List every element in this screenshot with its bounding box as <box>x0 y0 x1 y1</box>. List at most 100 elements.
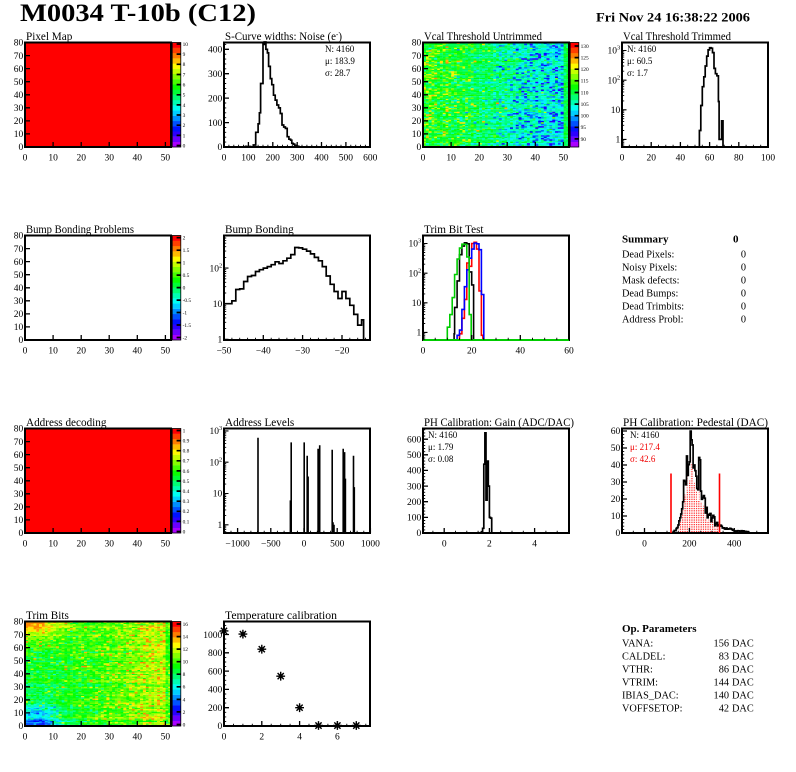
svg-text:12: 12 <box>183 647 189 653</box>
svg-text:70: 70 <box>14 52 24 62</box>
svg-text:0: 0 <box>217 143 222 153</box>
svg-text:50: 50 <box>611 444 621 454</box>
svg-text:CALDEL:: CALDEL: <box>622 652 666 663</box>
svg-text:50: 50 <box>161 733 171 743</box>
svg-text:Vcal Threshold Untrimmed: Vcal Threshold Untrimmed <box>424 31 542 43</box>
svg-text:10: 10 <box>183 660 189 666</box>
svg-text:0.9: 0.9 <box>183 439 190 445</box>
svg-text:10: 10 <box>14 323 24 333</box>
svg-text:1: 1 <box>416 329 421 339</box>
svg-text:Dead Trimbits:: Dead Trimbits: <box>622 302 684 313</box>
svg-text:60: 60 <box>14 644 24 654</box>
svg-text:9: 9 <box>183 52 186 58</box>
svg-text:Summary: Summary <box>622 233 669 245</box>
svg-text:1000: 1000 <box>361 540 380 550</box>
svg-text:2: 2 <box>183 236 186 242</box>
svg-text:20: 20 <box>14 696 24 706</box>
svg-text:50: 50 <box>412 78 422 88</box>
svg-text:20: 20 <box>14 117 24 127</box>
svg-text:0: 0 <box>741 276 746 287</box>
svg-text:70: 70 <box>412 52 422 62</box>
svg-text:20: 20 <box>76 540 86 550</box>
svg-text:50: 50 <box>161 540 171 550</box>
svg-text:0: 0 <box>18 529 23 539</box>
svg-text:0: 0 <box>217 722 222 732</box>
svg-text:4: 4 <box>183 697 186 703</box>
svg-text:20: 20 <box>14 503 24 513</box>
svg-text:Address Probl:: Address Probl: <box>622 315 684 326</box>
svg-text:30: 30 <box>14 490 24 500</box>
svg-text:60: 60 <box>611 427 621 437</box>
svg-text:Address decoding: Address decoding <box>26 417 107 429</box>
svg-text:0: 0 <box>23 540 28 550</box>
svg-text:DAC: DAC <box>732 665 754 676</box>
svg-text:80: 80 <box>14 232 24 242</box>
svg-text:10: 10 <box>412 299 422 309</box>
svg-text:1: 1 <box>615 136 620 146</box>
svg-text:40: 40 <box>14 284 24 294</box>
svg-text:30: 30 <box>104 154 114 164</box>
svg-text:50: 50 <box>161 347 171 357</box>
svg-text:80: 80 <box>14 39 24 49</box>
svg-text:130: 130 <box>581 44 589 50</box>
svg-text:30: 30 <box>14 104 24 114</box>
svg-text:VTHR:: VTHR: <box>622 665 653 676</box>
svg-text:20: 20 <box>611 495 621 505</box>
svg-text:40: 40 <box>676 154 686 164</box>
svg-text:0: 0 <box>23 154 28 164</box>
svg-text:Mask defects:: Mask defects: <box>622 276 680 287</box>
svg-text:0: 0 <box>302 540 307 550</box>
svg-text:100: 100 <box>761 154 776 164</box>
svg-text:Dead Bumps:: Dead Bumps: <box>622 289 678 300</box>
svg-text:30: 30 <box>104 540 114 550</box>
svg-text:0: 0 <box>416 143 421 153</box>
svg-text:10: 10 <box>213 490 223 500</box>
svg-text:Vcal Threshold Trimmed: Vcal Threshold Trimmed <box>623 31 731 43</box>
svg-text:30: 30 <box>611 478 621 488</box>
svg-text:30: 30 <box>14 297 24 307</box>
svg-text:4: 4 <box>532 540 537 550</box>
svg-text:86: 86 <box>719 665 729 676</box>
svg-text:100: 100 <box>581 114 589 120</box>
svg-text:Trim Bit Test: Trim Bit Test <box>424 224 484 236</box>
svg-text:105: 105 <box>581 102 589 108</box>
svg-text:20: 20 <box>76 347 86 357</box>
svg-text:−1000: −1000 <box>225 540 250 550</box>
svg-text:400: 400 <box>314 154 329 164</box>
svg-text:PH Calibration: Gain (ADC/DAC): PH Calibration: Gain (ADC/DAC) <box>424 417 574 429</box>
svg-text:0.5: 0.5 <box>183 273 190 279</box>
svg-text:−30: −30 <box>295 347 310 357</box>
svg-text:14: 14 <box>183 635 189 641</box>
svg-text:0: 0 <box>183 529 186 535</box>
svg-text:10: 10 <box>183 42 189 48</box>
svg-text:80: 80 <box>734 154 744 164</box>
svg-text:300: 300 <box>407 482 422 492</box>
svg-text:2: 2 <box>183 710 186 716</box>
svg-text:0.3: 0.3 <box>183 499 190 505</box>
svg-text:20: 20 <box>76 154 86 164</box>
svg-text:95: 95 <box>581 125 587 131</box>
svg-text:20: 20 <box>76 733 86 743</box>
svg-text:50: 50 <box>14 271 24 281</box>
svg-text:0: 0 <box>620 154 625 164</box>
svg-text:−500: −500 <box>261 540 281 550</box>
svg-text:Trim Bits: Trim Bits <box>26 610 69 622</box>
svg-text:50: 50 <box>14 657 24 667</box>
svg-text:σ: 1.7: σ: 1.7 <box>627 68 648 78</box>
svg-text:0: 0 <box>18 722 23 732</box>
svg-text:10: 10 <box>48 540 58 550</box>
svg-text:−40: −40 <box>256 347 271 357</box>
svg-text:60: 60 <box>705 154 715 164</box>
svg-text:μ: 1.79: μ: 1.79 <box>428 442 454 452</box>
svg-text:70: 70 <box>14 245 24 255</box>
svg-text:0: 0 <box>222 154 227 164</box>
svg-text:80: 80 <box>412 39 422 49</box>
svg-text:0: 0 <box>23 347 28 357</box>
svg-text:10: 10 <box>14 130 24 140</box>
svg-text:0.7: 0.7 <box>183 459 190 465</box>
svg-text:40: 40 <box>412 91 422 101</box>
svg-text:60: 60 <box>14 451 24 461</box>
svg-text:200: 200 <box>208 94 223 104</box>
svg-text:PH Calibration: Pedestal (DAC): PH Calibration: Pedestal (DAC) <box>623 417 768 429</box>
svg-text:0: 0 <box>741 263 746 274</box>
